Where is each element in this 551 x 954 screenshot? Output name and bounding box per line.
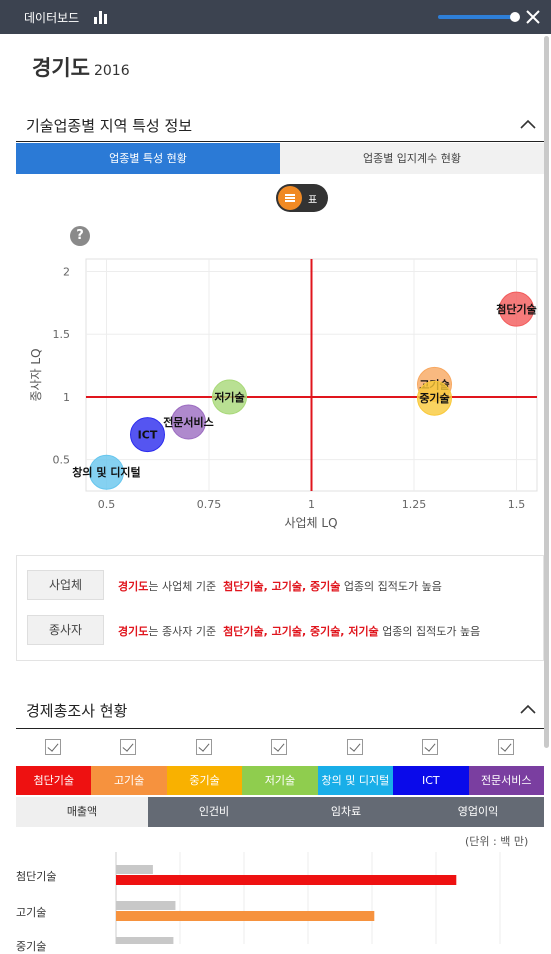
chevron-up-icon[interactable] [520,704,536,714]
bar-chart-icon[interactable] [94,11,108,24]
point-label: 첨단기술 [496,302,536,316]
checkbox-low-tech[interactable] [271,739,288,755]
help-icon[interactable]: ? [70,226,90,246]
data-point: 저기술 [212,379,247,415]
tab-location-quotient[interactable]: 업종별 입지계수 현황 [280,143,544,174]
close-icon[interactable] [525,9,541,25]
tab-sales[interactable]: 매출액 [16,797,148,827]
category-creative-digital[interactable]: 창의 및 디지털 [317,766,394,795]
tab-operating-profit[interactable]: 영업이익 [457,805,499,818]
category-mid-tech[interactable]: 중기술 [166,766,243,795]
toggle-table-label: 표 [308,195,318,206]
checkbox-creative-digital[interactable] [346,739,363,755]
x-tick-label: 0.75 [197,498,222,511]
x-tick-label: 1 [308,498,315,511]
summary-text: 경기도는 종사자 기준 첨단기술, 고기술, 중기술, 저기술 업종의 집적도가… [118,625,481,638]
y-axis-label: 종사자 LQ [29,348,43,401]
region-year: 2016 [93,63,130,79]
y-tick-label: 1 [63,391,70,404]
tab-rent[interactable]: 임차료 [330,805,362,818]
data-point: 창의 및 디지털 [72,454,141,490]
x-tick-label: 1.25 [402,498,427,511]
census-bar-chart [115,852,501,944]
category-upper-tech[interactable]: 고기술 [91,766,167,795]
point-label: 저기술 [214,390,244,404]
x-tick-label: 1.5 [508,498,526,511]
data-point: 전문서비스 [163,404,214,440]
bar-national [116,937,174,944]
checkbox-high-tech[interactable] [45,739,61,755]
point-marker [417,380,452,416]
view-toggle[interactable]: 표 [276,184,328,212]
bar-label: 첨단기술 [16,870,57,883]
y-tick-label: 1.5 [53,328,71,341]
category-ict[interactable]: ICT [393,766,469,795]
x-tick-label: 0.5 [98,498,116,511]
section-title-census: 경제총조사 현황 [26,702,128,720]
tab-labor-cost[interactable]: 인건비 [198,805,230,818]
point-label: 전문서비스 [163,415,214,429]
metric-tabs: 매출액 인건비 임차료 영업이익 [16,797,544,827]
page-title: 경기도 2016 [32,52,130,82]
summary-text: 경기도는 사업체 기준 첨단기술, 고기술, 중기술 업종의 집적도가 높음 [118,580,442,593]
bar-national [116,865,153,874]
slider-knob[interactable] [510,12,520,22]
category-legend: 첨단기술 고기술 중기술 저기술 창의 및 디지털 ICT 전문서비스 [16,766,544,795]
data-point: 중기술 [417,380,452,416]
bar-region [116,911,375,921]
checkbox-ict[interactable] [422,739,439,755]
bar-region [116,875,457,885]
point-label: 중기술 [419,391,449,405]
bar-national [116,901,176,910]
point-marker [212,379,247,415]
bar-label: 고기술 [16,906,47,919]
tab-industry-characteristics[interactable]: 업종별 특성 현황 [16,143,280,174]
point-marker [499,291,534,327]
chevron-up-icon[interactable] [520,119,536,129]
summary-box: 사업체 경기도는 사업체 기준 첨단기술, 고기술, 중기술 업종의 집적도가 … [16,555,544,661]
summary-row-business: 사업체 경기도는 사업체 기준 첨단기술, 고기술, 중기술 업종의 집적도가 … [27,570,537,600]
region-name: 경기도 [32,56,90,80]
checkbox-upper-tech[interactable] [120,739,137,755]
scrollbar[interactable] [544,36,549,748]
summary-row-employee: 종사자 경기도는 종사자 기준 첨단기술, 고기술, 중기술, 저기술 업종의 … [27,615,537,645]
summary-label: 사업체 [27,570,104,600]
point-label: ICT [138,429,158,442]
point-marker [171,404,206,440]
y-tick-label: 2 [63,266,70,279]
list-icon [278,186,302,210]
checkbox-professional[interactable] [497,739,514,755]
category-professional[interactable]: 전문서비스 [468,766,544,795]
point-marker [130,417,165,453]
divider [16,728,544,729]
category-high-tech[interactable]: 첨단기술 [16,766,92,795]
panel-title: 데이터보드 [24,11,80,25]
point-label: 창의 및 디지털 [72,465,140,479]
divider [16,141,544,142]
unit-label: (단위 : 백 만) [465,835,529,848]
tab-bar: 업종별 특성 현황 업종별 입지계수 현황 [16,143,544,174]
point-marker [89,454,124,490]
top-bar: 데이터보드 [0,0,551,34]
data-point: 첨단기술 [496,291,537,327]
category-low-tech[interactable]: 저기술 [242,766,318,795]
zoom-slider[interactable] [438,12,520,22]
category-checkboxes [16,737,544,757]
x-axis-label: 사업체 LQ [284,516,337,530]
section-title-tech: 기술업종별 지역 특성 정보 [26,117,193,135]
data-point: ICT [130,417,165,453]
y-tick-label: 0.5 [53,454,71,467]
summary-label: 종사자 [27,615,104,645]
checkbox-mid-tech[interactable] [195,739,212,755]
